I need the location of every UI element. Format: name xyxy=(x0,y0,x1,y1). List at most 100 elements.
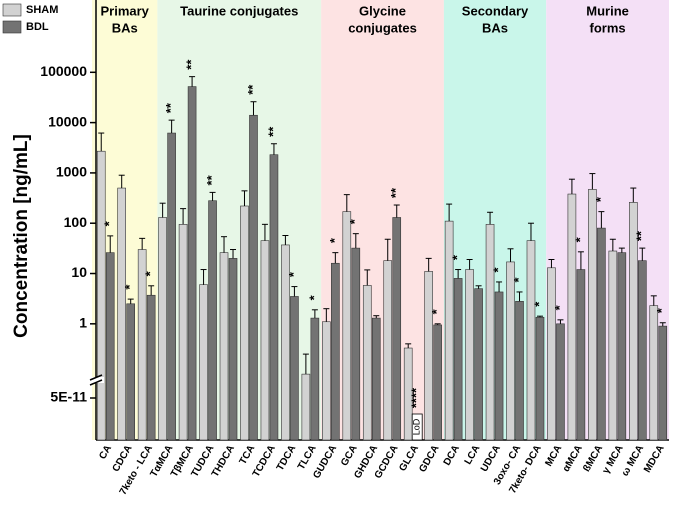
y-tick-label: 100 xyxy=(64,214,88,230)
y-axis-label: Concentration [ng/mL] xyxy=(11,134,32,338)
group-label: BAs xyxy=(482,20,508,35)
error-bar xyxy=(139,237,146,250)
bar xyxy=(199,284,208,441)
error-bar xyxy=(261,223,268,241)
error-bar xyxy=(548,258,555,268)
bar xyxy=(137,249,147,441)
bar xyxy=(371,317,381,441)
group-label: Murine xyxy=(586,3,629,18)
group-label: Taurine conjugates xyxy=(180,3,298,18)
error-bar xyxy=(270,143,277,155)
significance: * xyxy=(450,254,465,260)
error-bar xyxy=(475,285,482,289)
error-bar xyxy=(209,191,216,201)
error-bar xyxy=(352,233,359,249)
bar xyxy=(567,193,577,441)
error-bar xyxy=(405,343,412,349)
bar xyxy=(187,86,197,441)
significance: * xyxy=(306,294,321,300)
significance: * xyxy=(654,307,669,313)
group-label: Glycine xyxy=(359,3,406,18)
legend-label: SHAM xyxy=(26,4,58,16)
bar xyxy=(96,150,106,441)
bar xyxy=(117,187,126,441)
significance: * xyxy=(490,266,505,272)
error-bar xyxy=(466,258,473,270)
y-tick-label: 10000 xyxy=(48,113,87,129)
y-tick-label: 1000 xyxy=(56,164,87,180)
error-bar xyxy=(557,319,564,324)
bar xyxy=(474,288,483,441)
error-bar xyxy=(282,234,289,245)
significance: **** xyxy=(409,387,424,408)
group-label: Secondary xyxy=(462,3,529,18)
significance: * xyxy=(572,236,587,242)
error-bar xyxy=(434,323,441,325)
bar xyxy=(638,260,647,441)
error-bar xyxy=(230,249,237,259)
bar xyxy=(362,285,372,441)
error-bar xyxy=(527,222,534,241)
error-bar xyxy=(159,202,166,218)
x-tick-label: MDCA xyxy=(642,443,667,474)
x-tick-label: CA xyxy=(97,443,114,461)
error-bar xyxy=(332,252,339,264)
x-tick-label: DCA xyxy=(442,443,462,467)
axis-break xyxy=(88,377,104,383)
error-bar xyxy=(107,235,114,253)
error-bar xyxy=(536,315,543,318)
bar xyxy=(444,220,454,441)
error-bar xyxy=(118,174,125,189)
bar xyxy=(506,261,515,441)
error-bar xyxy=(180,208,187,225)
error-bar xyxy=(291,286,298,297)
significance: ** xyxy=(265,126,280,137)
group-label: conjugates xyxy=(348,20,417,35)
y-tick-label: 5E-11 xyxy=(50,389,87,405)
error-bar xyxy=(221,236,228,253)
bar xyxy=(433,324,442,441)
break-mark xyxy=(89,374,103,381)
bar xyxy=(158,217,167,441)
error-bar xyxy=(373,315,380,319)
error-bar xyxy=(609,238,616,252)
error-bar xyxy=(639,247,646,261)
error-bar xyxy=(148,285,155,296)
bar xyxy=(322,321,331,441)
significance: ** xyxy=(388,187,403,198)
error-bar xyxy=(659,322,666,327)
bar xyxy=(556,323,565,441)
error-bar xyxy=(455,269,462,279)
error-bar xyxy=(364,269,371,286)
y-tick-label: 1 xyxy=(79,315,87,331)
significance: * xyxy=(143,270,158,276)
significance: ** xyxy=(184,59,199,70)
error-bar xyxy=(241,190,248,206)
legend-swatch xyxy=(2,3,22,17)
x-tick-label: GCA xyxy=(339,443,360,468)
significance: * xyxy=(429,308,444,314)
bar xyxy=(383,260,393,441)
error-bar xyxy=(496,281,503,292)
error-bar xyxy=(127,298,134,304)
significance: * xyxy=(593,196,608,202)
bar xyxy=(576,269,586,441)
legend-label: BDL xyxy=(26,21,49,33)
group-band xyxy=(546,0,669,440)
bar xyxy=(342,211,352,441)
bar xyxy=(658,325,668,441)
error-bar xyxy=(446,203,453,222)
bar xyxy=(178,224,188,441)
significance: ** xyxy=(245,84,260,95)
bar xyxy=(146,294,156,441)
significance: * xyxy=(531,301,546,307)
x-tick-label: LCA xyxy=(463,443,483,466)
bar xyxy=(465,269,474,441)
bar xyxy=(249,114,258,441)
bar xyxy=(608,250,618,441)
bar xyxy=(453,278,463,441)
significance: * xyxy=(552,304,567,310)
significance: ** xyxy=(163,102,178,113)
group-band xyxy=(321,0,444,440)
y-tick-label: 10 xyxy=(71,264,87,280)
